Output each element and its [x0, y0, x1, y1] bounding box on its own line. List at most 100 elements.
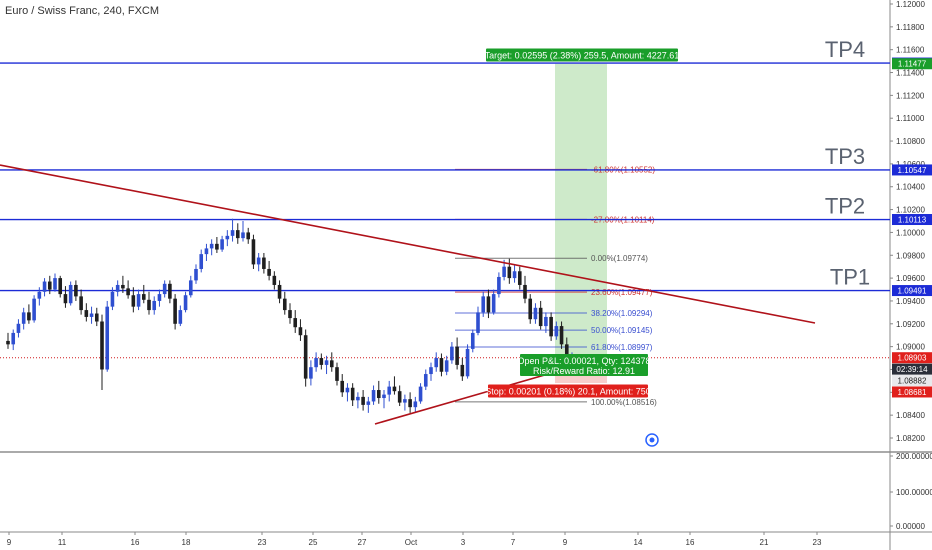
- candle-body: [497, 276, 501, 295]
- candle-body: [450, 346, 454, 361]
- candle-body: [11, 332, 16, 345]
- candle-body: [282, 298, 287, 311]
- candle-body: [225, 235, 230, 240]
- candle-body: [241, 232, 245, 239]
- target-label-text-1: Target: 0.02595 (2.38%) 259.5, Amount: 4…: [485, 51, 680, 61]
- candle-body: [84, 310, 89, 317]
- candle-body: [63, 294, 68, 304]
- candle-body: [188, 280, 193, 296]
- candle-body: [538, 307, 543, 327]
- candle-body: [162, 283, 167, 295]
- price-tag-label: 1.08882: [898, 377, 927, 386]
- candles-layer: [6, 218, 574, 413]
- candle-body: [554, 326, 559, 337]
- candle-body: [356, 396, 360, 401]
- x-tick-label: 7: [511, 538, 516, 547]
- chart-title: Euro / Swiss Franc, 240, FXCM: [5, 5, 160, 17]
- candle-body: [32, 298, 36, 321]
- candle-body: [319, 358, 324, 365]
- y-tick-label: 1.12000: [896, 0, 925, 9]
- ascending-trendline: [374, 371, 556, 425]
- lower-y-tick-label: 0.00000: [896, 522, 925, 531]
- price-tag-label: 1.11477: [898, 60, 927, 69]
- candle-body: [215, 243, 219, 250]
- x-tick-label: 21: [760, 538, 769, 547]
- y-tick-label: 1.09200: [896, 320, 925, 329]
- candle-body: [387, 386, 392, 395]
- candle-body: [403, 399, 407, 403]
- candle-body: [423, 374, 428, 387]
- x-tick-label: 23: [813, 538, 822, 547]
- price-tag: 1.10113: [892, 214, 932, 226]
- fib-level-label: 23.60%(1.09477): [591, 288, 653, 297]
- candle-body: [460, 364, 465, 377]
- candle-body: [335, 367, 339, 381]
- y-tick-label: 1.10200: [896, 206, 925, 215]
- price-tag-bg: [892, 285, 932, 297]
- price-tag: 1.08681: [892, 386, 932, 398]
- candle-body: [37, 291, 42, 299]
- price-tag-bg: [892, 363, 932, 375]
- candle-body: [486, 296, 491, 313]
- lower-y-tick-label: 100.00000: [896, 488, 932, 497]
- candle-body: [6, 340, 10, 345]
- candle-body: [288, 310, 292, 319]
- candle-body: [397, 391, 402, 403]
- x-tick-label: 23: [258, 538, 267, 547]
- price-tag-bg: [892, 375, 932, 387]
- candle-body: [340, 380, 345, 393]
- y-tick-label: 1.08200: [896, 434, 925, 443]
- price-tag-bg: [892, 164, 932, 176]
- candle-body: [309, 367, 313, 379]
- candle-body: [256, 257, 261, 265]
- price-tag: 1.11477: [892, 58, 932, 70]
- level-label-tp4: TP4: [825, 37, 865, 62]
- candle-body: [376, 390, 381, 399]
- candle-body: [481, 296, 486, 313]
- candle-body: [105, 306, 110, 370]
- candle-body: [262, 257, 266, 269]
- candle-body: [533, 307, 538, 320]
- price-axis-layer: 1.12000 1.11800 1.11600 1.11400 1.11200 1.110…: [890, 0, 932, 531]
- candle-body: [115, 284, 120, 292]
- candle-body: [157, 294, 162, 301]
- candle-body: [110, 291, 115, 307]
- y-tick-label: 1.08400: [896, 411, 925, 420]
- candle-body: [53, 278, 57, 290]
- target-label-bg: [486, 48, 678, 62]
- candle-body: [434, 358, 439, 368]
- candle-body: [199, 254, 204, 269]
- candle-body: [559, 326, 564, 345]
- y-tick-label: 1.11000: [896, 114, 925, 123]
- candle-body: [168, 283, 172, 299]
- candle-body: [350, 387, 355, 401]
- candle-body: [173, 298, 177, 324]
- candle-body: [194, 268, 198, 281]
- candle-body: [126, 288, 130, 296]
- candle-body: [47, 281, 52, 290]
- candle-body: [413, 401, 418, 408]
- candle-body: [89, 313, 94, 317]
- candle-body: [204, 248, 209, 255]
- candle-body: [544, 316, 548, 327]
- target-label: Target: 0.02595 (2.38%) 259.5, Amount: 4…: [485, 48, 680, 62]
- candle-body: [382, 394, 386, 399]
- candle-body: [392, 386, 397, 392]
- candle-body: [371, 390, 376, 402]
- candle-body: [324, 360, 329, 365]
- open-pnl-label-bg: [520, 354, 648, 376]
- trendline-layer: [0, 164, 816, 425]
- candle-body: [523, 284, 527, 299]
- y-tick-label: 1.10000: [896, 228, 925, 237]
- y-tick-label: 1.11400: [896, 69, 925, 78]
- candle-body: [235, 230, 240, 239]
- candle-body: [136, 294, 141, 307]
- candle-body: [147, 299, 151, 311]
- candle-body: [230, 230, 235, 236]
- candle-body: [141, 294, 146, 300]
- y-tick-label: 1.10600: [896, 160, 925, 169]
- fib-level-label: 50.00%(1.09145): [591, 326, 653, 335]
- y-tick-label: 1.09800: [896, 251, 925, 260]
- level-label-tp3: TP3: [825, 144, 865, 169]
